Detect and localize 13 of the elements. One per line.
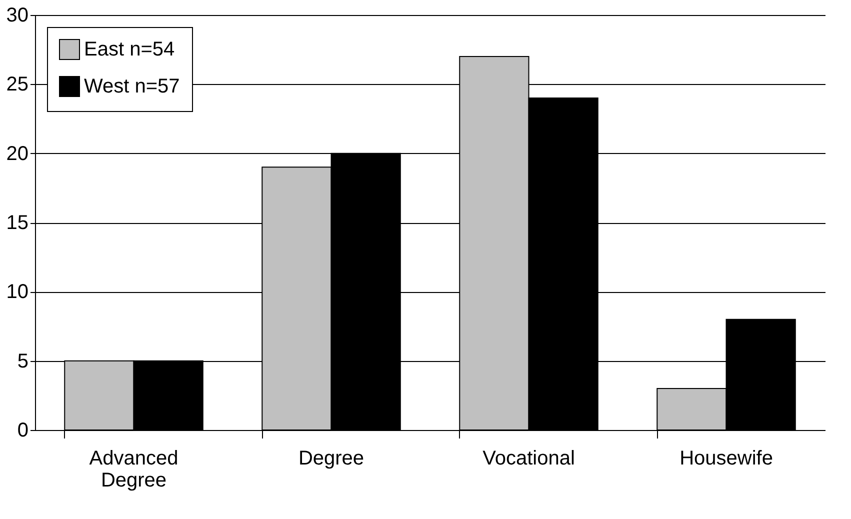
x-tick-label: Advanced Degree [89, 448, 178, 492]
x-tick-label: Degree [298, 448, 364, 470]
y-tick-label: 20 [6, 142, 28, 165]
y-tick-label: 30 [6, 4, 28, 26]
y-tick-label: 25 [6, 74, 28, 96]
y-tick-label: 0 [17, 420, 28, 442]
legend-label: West n=57 [84, 76, 180, 98]
x-tick-label: Housewife [680, 448, 773, 470]
y-tick-label: 5 [17, 350, 28, 372]
y-tick-label: 10 [6, 281, 28, 304]
x-tick-label: Vocational [482, 448, 575, 470]
legend-label: East n=54 [84, 38, 175, 60]
y-tick-label: 15 [6, 212, 28, 234]
